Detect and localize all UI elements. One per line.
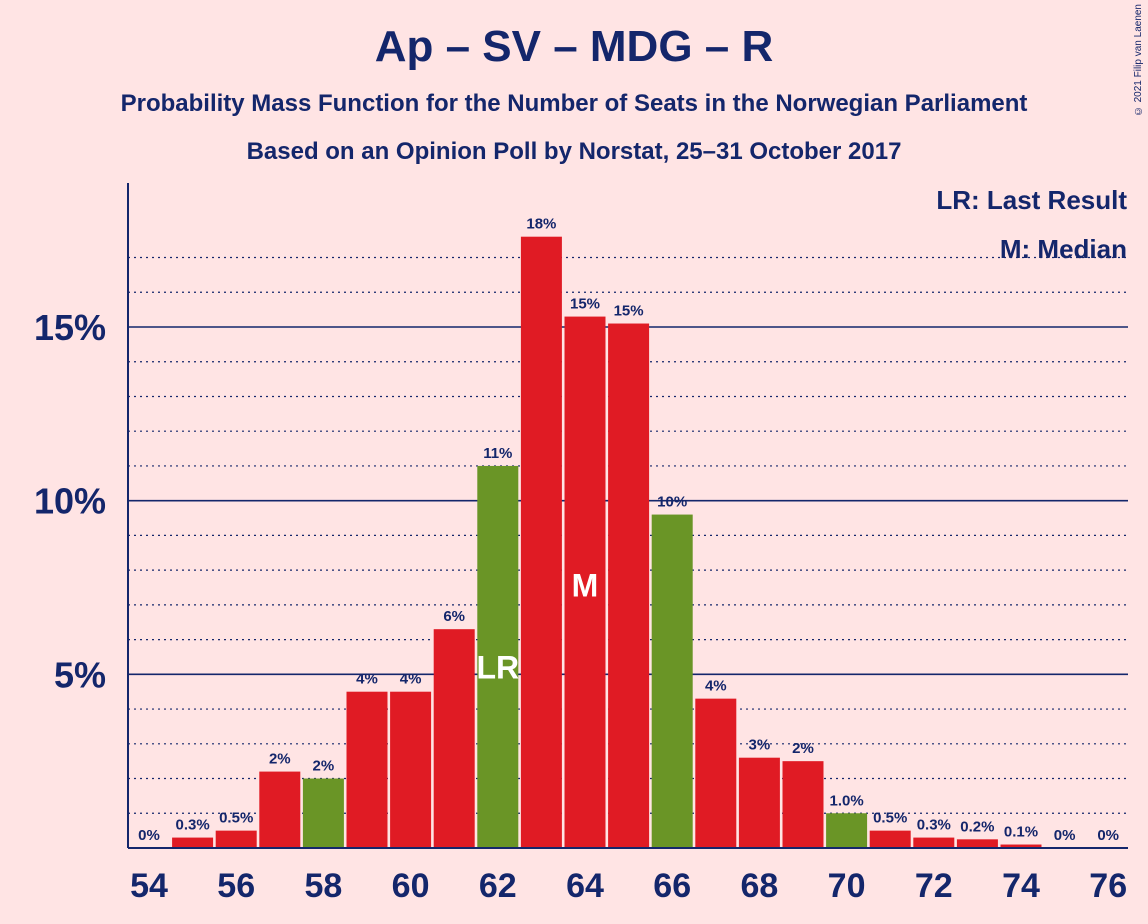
value-label-58: 2%	[313, 758, 335, 775]
x-tick-label-60: 60	[392, 867, 430, 905]
value-label-73: 0.2%	[960, 818, 994, 835]
bar-60	[390, 691, 432, 848]
value-labels: 0% 0.3% 0.5% 2% 2% 4% 4% 6% 11% 18% 15% 15% 10% 4% 3% 2…	[138, 216, 1119, 844]
bar-68	[738, 757, 780, 848]
value-label-71: 0.5%	[873, 810, 907, 827]
value-label-60: 4%	[400, 671, 422, 688]
x-tick-label-76: 76	[1089, 867, 1127, 905]
x-tick-label-62: 62	[479, 867, 517, 905]
annotation-lr: LR	[476, 650, 519, 686]
bar-56	[215, 830, 257, 848]
bar-58	[302, 778, 344, 848]
value-label-74: 0.1%	[1004, 824, 1038, 841]
bar-55	[172, 837, 214, 848]
bar-63	[520, 236, 562, 848]
bars	[172, 236, 1042, 849]
bar-65	[608, 323, 650, 848]
value-label-59: 4%	[356, 671, 378, 688]
value-label-70: 1.0%	[829, 792, 863, 809]
y-tick-label-5: 5%	[54, 654, 106, 695]
value-label-65: 15%	[614, 303, 644, 320]
x-tick-label-68: 68	[740, 867, 778, 905]
value-label-69: 2%	[792, 740, 814, 757]
x-tick-label-64: 64	[566, 867, 604, 905]
bar-70	[826, 813, 868, 848]
bar-annotations: LR M	[476, 567, 598, 685]
bar-74	[1000, 844, 1042, 848]
bar-71	[869, 830, 911, 848]
value-label-63: 18%	[526, 216, 556, 233]
bar-61	[433, 629, 475, 848]
bar-64	[564, 316, 606, 849]
value-label-56: 0.5%	[219, 810, 253, 827]
value-label-72: 0.3%	[917, 817, 951, 834]
bar-57	[259, 771, 301, 848]
value-label-68: 3%	[749, 737, 771, 754]
value-label-66: 10%	[657, 494, 687, 511]
bar-69	[782, 761, 824, 848]
value-label-57: 2%	[269, 751, 291, 768]
axes: 5% 10% 15% 54 56 58 60 62 64 66 68 70 72 74 76	[34, 183, 1128, 905]
legend: LR: Last Result M: Median	[936, 185, 1127, 264]
x-tick-label-70: 70	[828, 867, 866, 905]
x-tick-label-56: 56	[217, 867, 255, 905]
value-label-67: 4%	[705, 678, 727, 695]
value-label-64: 15%	[570, 296, 600, 313]
chart-subtitle-poll: Based on an Opinion Poll by Norstat, 25–…	[246, 138, 902, 165]
legend-median: M: Median	[1000, 234, 1127, 264]
bar-73	[956, 839, 998, 848]
value-label-75: 0%	[1054, 827, 1076, 844]
chart-title: Ap – SV – MDG – R	[374, 22, 774, 71]
annotation-m: M	[572, 567, 599, 603]
x-tick-label-72: 72	[915, 867, 953, 905]
bar-66	[651, 514, 693, 848]
value-label-61: 6%	[443, 608, 465, 625]
y-tick-label-10: 10%	[34, 481, 106, 522]
x-tick-label-54: 54	[130, 867, 168, 905]
value-label-55: 0.3%	[175, 817, 209, 834]
bar-72	[913, 837, 955, 848]
bar-59	[346, 691, 388, 848]
value-label-76: 0%	[1097, 827, 1119, 844]
legend-last-result: LR: Last Result	[936, 185, 1127, 215]
x-tick-label-58: 58	[304, 867, 342, 905]
y-tick-label-15: 15%	[34, 307, 106, 348]
value-label-62: 11%	[483, 445, 512, 462]
chart-subtitle: Probability Mass Function for the Number…	[120, 90, 1028, 117]
value-label-54: 0%	[138, 827, 160, 844]
bar-67	[695, 698, 737, 848]
bar-62	[477, 465, 519, 848]
x-tick-label-66: 66	[653, 867, 691, 905]
x-tick-label-74: 74	[1002, 867, 1040, 905]
